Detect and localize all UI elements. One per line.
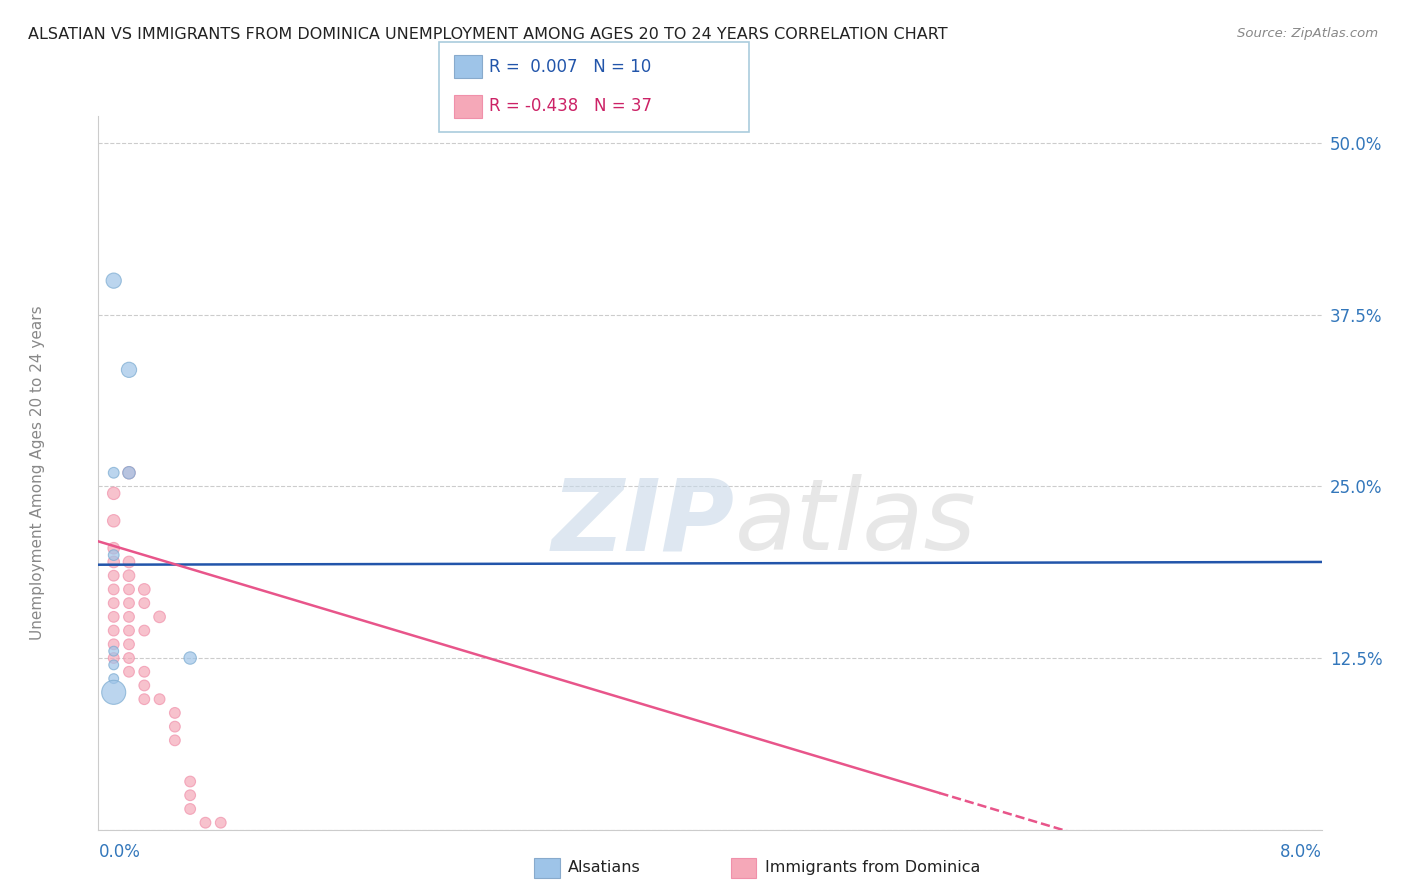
Point — [103, 596, 125, 610]
Point — [134, 582, 156, 597]
Point — [103, 555, 125, 569]
Text: Unemployment Among Ages 20 to 24 years: Unemployment Among Ages 20 to 24 years — [30, 305, 45, 640]
Point — [209, 815, 232, 830]
Point — [179, 774, 201, 789]
Point — [103, 685, 125, 699]
Point — [103, 582, 125, 597]
Point — [163, 706, 186, 720]
Point — [103, 541, 125, 556]
Point — [134, 596, 156, 610]
Point — [134, 692, 156, 706]
Point — [179, 651, 201, 665]
Text: ALSATIAN VS IMMIGRANTS FROM DOMINICA UNEMPLOYMENT AMONG AGES 20 TO 24 YEARS CORR: ALSATIAN VS IMMIGRANTS FROM DOMINICA UNE… — [28, 27, 948, 42]
Point — [103, 568, 125, 582]
Point — [118, 637, 141, 651]
Point — [134, 665, 156, 679]
Point — [118, 596, 141, 610]
Point — [134, 624, 156, 638]
Point — [103, 672, 125, 686]
Text: 0.0%: 0.0% — [98, 843, 141, 861]
Point — [103, 514, 125, 528]
Point — [103, 466, 125, 480]
Point — [118, 665, 141, 679]
Point — [103, 624, 125, 638]
Point — [103, 637, 125, 651]
Point — [118, 624, 141, 638]
Point — [103, 486, 125, 500]
Point — [103, 274, 125, 288]
Text: Alsatians: Alsatians — [568, 860, 641, 874]
Text: 8.0%: 8.0% — [1279, 843, 1322, 861]
Point — [103, 657, 125, 672]
Point — [149, 610, 172, 624]
Point — [118, 651, 141, 665]
Point — [149, 692, 172, 706]
Text: Immigrants from Dominica: Immigrants from Dominica — [765, 860, 980, 874]
Point — [118, 582, 141, 597]
Point — [163, 720, 186, 734]
Point — [118, 466, 141, 480]
Point — [118, 466, 141, 480]
Point — [163, 733, 186, 747]
Point — [118, 363, 141, 377]
Point — [179, 789, 201, 803]
Point — [134, 678, 156, 692]
Point — [103, 548, 125, 562]
Text: R =  0.007   N = 10: R = 0.007 N = 10 — [489, 58, 651, 76]
Text: ZIP: ZIP — [551, 475, 734, 571]
Point — [103, 610, 125, 624]
Text: Source: ZipAtlas.com: Source: ZipAtlas.com — [1237, 27, 1378, 40]
Point — [118, 568, 141, 582]
Point — [118, 610, 141, 624]
Point — [194, 815, 217, 830]
Text: R = -0.438   N = 37: R = -0.438 N = 37 — [489, 97, 652, 115]
Text: atlas: atlas — [734, 475, 976, 571]
Point — [103, 644, 125, 658]
Point — [179, 802, 201, 816]
Point — [103, 651, 125, 665]
Point — [118, 555, 141, 569]
